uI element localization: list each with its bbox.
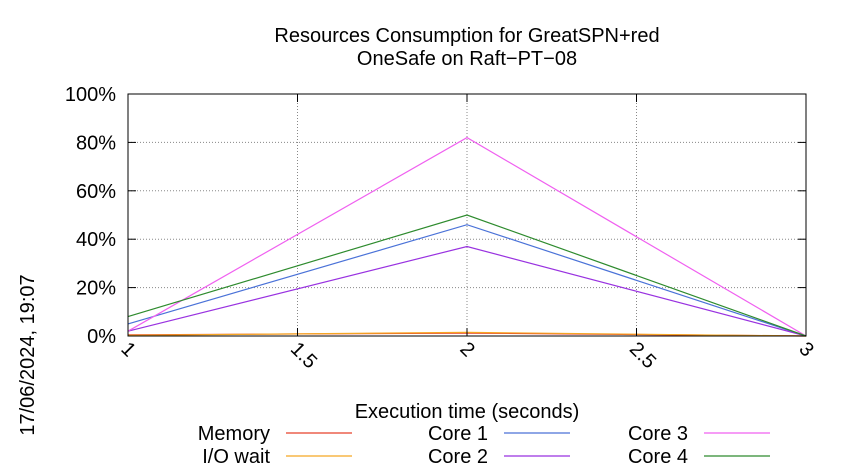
timestamp: 17/06/2024, 19:07: [17, 274, 39, 435]
series-line-core-4: [127, 214, 807, 337]
legend-label-i-o-wait: I/O wait: [202, 446, 270, 468]
x-tick-label: 1: [116, 338, 139, 361]
series-lines: [127, 136, 807, 337]
chart-subtitle: OneSafe on Raft−PT−08: [357, 48, 577, 70]
y-tick-label: 100%: [65, 84, 116, 106]
legend-label-memory: Memory: [198, 423, 270, 445]
x-axis-label: Execution time (seconds): [355, 401, 580, 423]
y-tick-label: 60%: [76, 181, 116, 203]
series-line-core-3: [127, 136, 807, 337]
x-tick-label: 2.5: [625, 338, 660, 373]
x-tick-label: 3: [794, 338, 817, 361]
y-tick-label: 0%: [87, 326, 116, 348]
series-line-core-1: [127, 224, 807, 337]
y-tick-label: 40%: [76, 229, 116, 251]
axis-ticks: 0% 20% 40% 60% 80% 100% 1 1.5 2 2.5 3: [65, 84, 818, 373]
legend-label-core-1: Core 1: [428, 423, 488, 445]
legend-label-core-3: Core 3: [628, 423, 688, 445]
legend-label-core-2: Core 2: [428, 446, 488, 468]
series-line-core-2: [127, 245, 807, 337]
legend-label-core-4: Core 4: [628, 446, 688, 468]
grid-lines: [128, 94, 806, 336]
y-tick-label: 80%: [76, 132, 116, 154]
chart-title: Resources Consumption for GreatSPN+red: [274, 25, 659, 47]
y-tick-label: 20%: [76, 278, 116, 300]
x-tick-label: 1.5: [286, 338, 321, 373]
x-tick-label: 2: [455, 338, 478, 361]
